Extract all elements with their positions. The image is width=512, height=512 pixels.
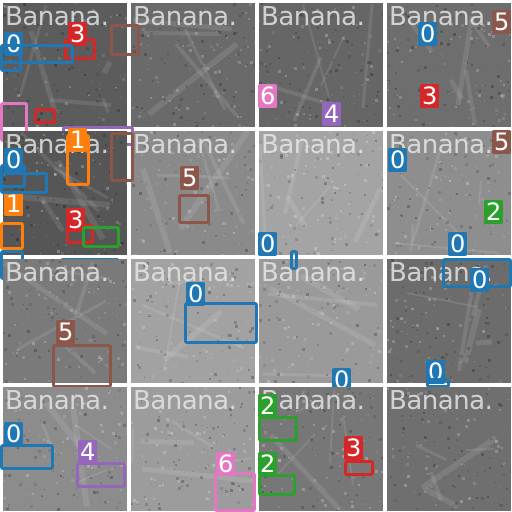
tile-photo (387, 3, 511, 127)
bounding-box-class-4 (76, 462, 126, 488)
bounding-box-class-0 (0, 444, 54, 470)
tile-photo (387, 387, 511, 511)
class-label: 5 (56, 318, 76, 346)
bounding-box-class-6 (214, 472, 256, 512)
tile-photo (131, 387, 255, 511)
bounding-box-class-0 (426, 378, 450, 388)
image-tile: Banana. (259, 131, 383, 255)
tile-photo (131, 3, 255, 127)
tile-photo (3, 3, 127, 127)
bounding-box-class-2 (258, 474, 296, 496)
image-tile: Banana. (259, 3, 383, 127)
class-label: 2 (484, 198, 504, 226)
tile-photo (131, 131, 255, 255)
class-label: 5 (492, 8, 512, 36)
tile-photo (259, 259, 383, 383)
image-tile: Banana. (131, 3, 255, 127)
image-tile: Banana. (387, 387, 511, 511)
class-label: 3 (344, 434, 364, 462)
class-label: 3 (420, 82, 440, 110)
bounding-box-class-0 (0, 44, 74, 64)
class-label: 5 (180, 164, 200, 192)
class-label: 6 (258, 82, 278, 110)
bounding-box-class-0 (184, 302, 258, 344)
image-tile: Banana. (131, 131, 255, 255)
tile-photo (259, 3, 383, 127)
image-tile: Banana. (387, 259, 511, 383)
bounding-box-class-3 (34, 108, 56, 124)
class-label: 2 (258, 450, 278, 478)
class-label: 4 (322, 100, 342, 128)
class-label: 0 (470, 266, 490, 294)
class-label: 0 (332, 366, 352, 394)
tile-photo (387, 259, 511, 383)
class-label: 3 (68, 20, 88, 48)
class-label: 0 (388, 146, 408, 174)
bounding-box-class-5 (178, 194, 210, 224)
image-tile: Banana. (259, 259, 383, 383)
bounding-box-class-5 (110, 24, 140, 56)
tile-photo (131, 259, 255, 383)
tile-photo (387, 131, 511, 255)
tile-photo (259, 131, 383, 255)
bounding-box-class-0 (290, 250, 298, 270)
bounding-box-class-2 (258, 416, 298, 442)
bounding-box-class-0 (0, 172, 48, 194)
class-label: 0 (4, 146, 24, 174)
class-label: 0 (186, 280, 206, 308)
class-label: 0 (448, 230, 468, 258)
class-label: 0 (418, 20, 438, 48)
class-label: 4 (78, 438, 98, 466)
class-label: 6 (216, 450, 236, 478)
bounding-box-class-5 (110, 132, 134, 182)
class-label: 1 (4, 190, 24, 218)
bounding-box-class-1 (0, 222, 24, 250)
class-label: 0 (4, 420, 24, 448)
class-label: 2 (258, 392, 278, 420)
bounding-box-class-2 (82, 226, 120, 248)
bounding-box-class-5 (52, 344, 112, 388)
class-label: 0 (258, 230, 278, 258)
class-label: 5 (492, 128, 512, 156)
bounding-box-class-3 (344, 460, 374, 476)
class-label: 1 (68, 126, 88, 154)
class-label: 3 (66, 206, 86, 234)
